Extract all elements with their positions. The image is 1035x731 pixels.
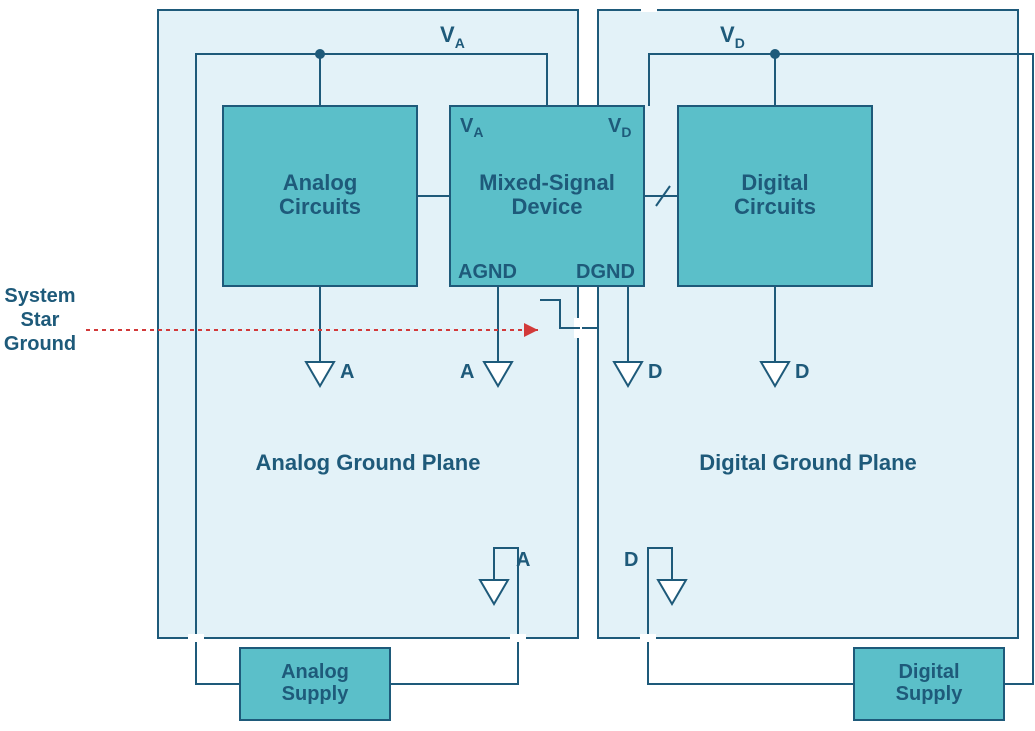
diagram-stage: A A D D A D VA VD Analog Circuits VA VD … [0, 0, 1035, 731]
digital-plane-label: Digital Ground Plane [699, 450, 917, 475]
mixed-l1: Mixed-Signal [479, 170, 615, 195]
mixed-dgnd-label: DGND [576, 261, 635, 283]
gnd-label-a1: A [340, 361, 354, 383]
analog-ground-plane [158, 10, 578, 638]
side-l2: Star [21, 309, 60, 331]
digital-circuits-l1: Digital [741, 170, 808, 195]
mixed-l2: Device [512, 194, 583, 219]
gnd-label-a3: A [516, 549, 530, 571]
digital-supply-l1: Digital [898, 661, 959, 683]
side-l3: Ground [4, 333, 76, 355]
diagram-svg: A A D D A D VA VD Analog Circuits VA VD … [0, 0, 1035, 731]
analog-plane-bottom-gap2 [188, 634, 204, 642]
gnd-label-d3: D [624, 549, 638, 571]
side-l1: System [4, 285, 75, 307]
analog-circuits-l1: Analog [283, 170, 358, 195]
gnd-label-a2: A [460, 361, 474, 383]
digital-ground-plane [598, 10, 1018, 638]
va-node-dot [315, 49, 325, 59]
mixed-agnd-label: AGND [458, 261, 517, 283]
analog-circuits-l2: Circuits [279, 194, 361, 219]
digital-supply-l2: Supply [896, 683, 964, 705]
gnd-label-d2: D [795, 361, 809, 383]
digital-circuits-l2: Circuits [734, 194, 816, 219]
analog-supply-l1: Analog [281, 661, 349, 683]
vd-plane-gap [641, 8, 657, 12]
analog-plane-label: Analog Ground Plane [256, 450, 481, 475]
vd-node-dot [770, 49, 780, 59]
digital-plane-bottom-gap [640, 634, 656, 642]
gnd-label-d1: D [648, 361, 662, 383]
analog-plane-bottom-gap [510, 634, 526, 642]
analog-supply-l2: Supply [282, 683, 350, 705]
